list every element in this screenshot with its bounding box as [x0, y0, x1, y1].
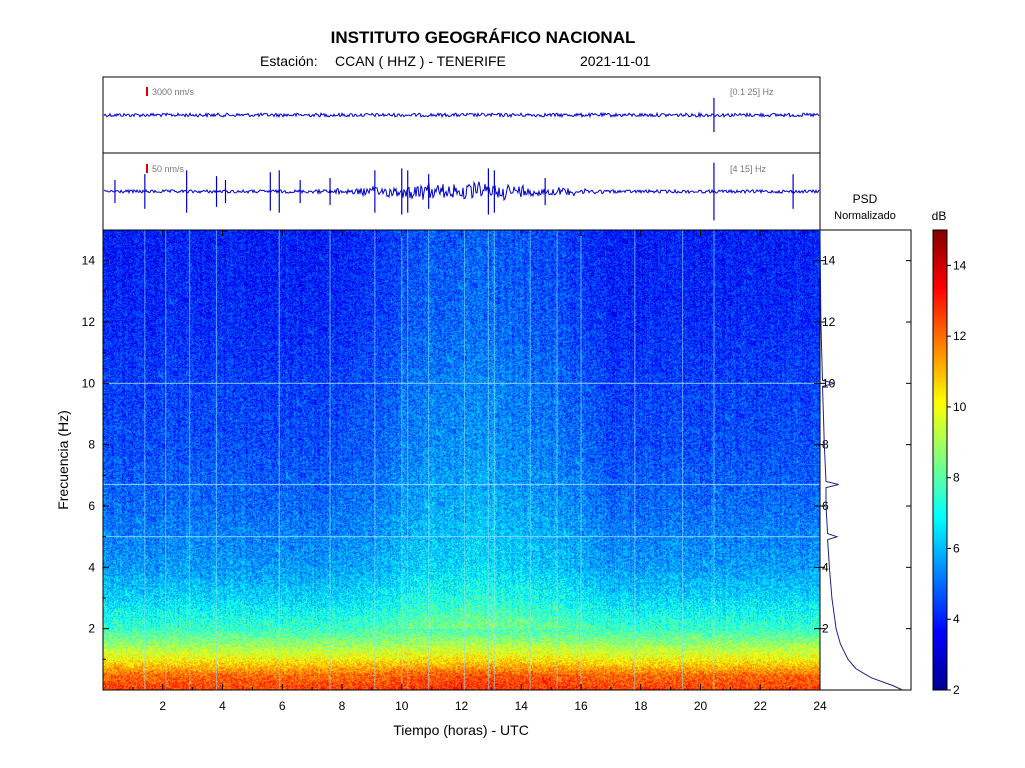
colorbar-gradient	[932, 229, 948, 691]
y-tick-label: 8	[88, 438, 95, 452]
colorbar-tick-label: 4	[953, 612, 960, 626]
x-tick-label: 18	[634, 699, 648, 713]
psd-tick-label: 8	[822, 438, 829, 452]
trace-noise	[103, 180, 820, 202]
y-axis-label: Frecuencia (Hz)	[55, 410, 71, 510]
scale-mark-bottom	[146, 164, 148, 173]
x-axis-label: Tiempo (horas) - UTC	[393, 722, 529, 738]
station-label: Estación:	[260, 53, 318, 69]
station-name: CCAN ( HHZ ) - TENERIFE	[335, 53, 506, 69]
colorbar-tick-label: 2	[953, 683, 960, 697]
x-tick-label: 12	[455, 699, 469, 713]
seismogram-bottom-trace	[103, 162, 820, 221]
x-tick-label: 20	[694, 699, 708, 713]
colorbar-tick-label: 8	[953, 471, 960, 485]
x-tick-label: 2	[159, 699, 166, 713]
psd-tick-label: 14	[822, 254, 836, 268]
y-tick-label: 4	[88, 560, 95, 574]
colorbar: dB 2 4 6 8 10 12 14	[932, 209, 967, 697]
psd-subtitle: Normalizado	[834, 210, 896, 222]
x-tick-label: 6	[279, 699, 286, 713]
psd-tick-label: 10	[822, 376, 836, 390]
seismogram-top-trace	[103, 97, 820, 133]
scale-mark-top	[146, 87, 148, 96]
scale-label-top: 3000 nm/s	[152, 87, 195, 97]
colorbar-tick-label: 6	[953, 541, 960, 555]
x-tick-label: 4	[219, 699, 226, 713]
psd-tick-label: 4	[822, 560, 829, 574]
scale-label-bottom: 50 nm/s	[152, 164, 185, 174]
y-tick-label: 10	[82, 376, 96, 390]
date-label: 2021-11-01	[580, 53, 651, 69]
x-tick-label: 14	[515, 699, 529, 713]
trace-noise	[103, 111, 820, 119]
x-tick-label: 24	[813, 699, 827, 713]
colorbar-tick-label: 14	[953, 258, 967, 272]
colorbar-tick-label: 12	[953, 329, 967, 343]
psd-tick-label: 2	[822, 622, 829, 636]
institution-title: INSTITUTO GEOGRÁFICO NACIONAL	[331, 28, 636, 47]
psd-frame	[819, 229, 912, 691]
x-tick-label: 8	[339, 699, 346, 713]
colorbar-ticks: 2 4 6 8 10 12 14	[947, 258, 967, 697]
spectrogram-overlays	[103, 230, 820, 690]
colorbar-tick-label: 10	[953, 400, 967, 414]
filter-label-top: [0.1 25] Hz	[730, 87, 774, 97]
psd-tick-label: 12	[822, 315, 836, 329]
filter-label-bottom: [4 15] Hz	[730, 164, 767, 174]
y-tick-label: 14	[82, 254, 96, 268]
spectrogram-image	[103, 230, 820, 690]
y-tick-label: 12	[82, 315, 96, 329]
seismogram-bottom-panel: 50 nm/s [4 15] Hz	[102, 152, 821, 231]
psd-title: PSD	[853, 192, 878, 206]
seismogram-top-panel: 3000 nm/s [0.1 25] Hz	[102, 76, 821, 154]
psd-line	[819, 229, 903, 691]
x-tick-label: 22	[754, 699, 768, 713]
colorbar-unit-label: dB	[932, 209, 947, 223]
x-tick-label: 16	[574, 699, 588, 713]
y-tick-label: 2	[88, 622, 95, 636]
x-tick-label: 10	[395, 699, 409, 713]
y-tick-label: 6	[88, 499, 95, 513]
